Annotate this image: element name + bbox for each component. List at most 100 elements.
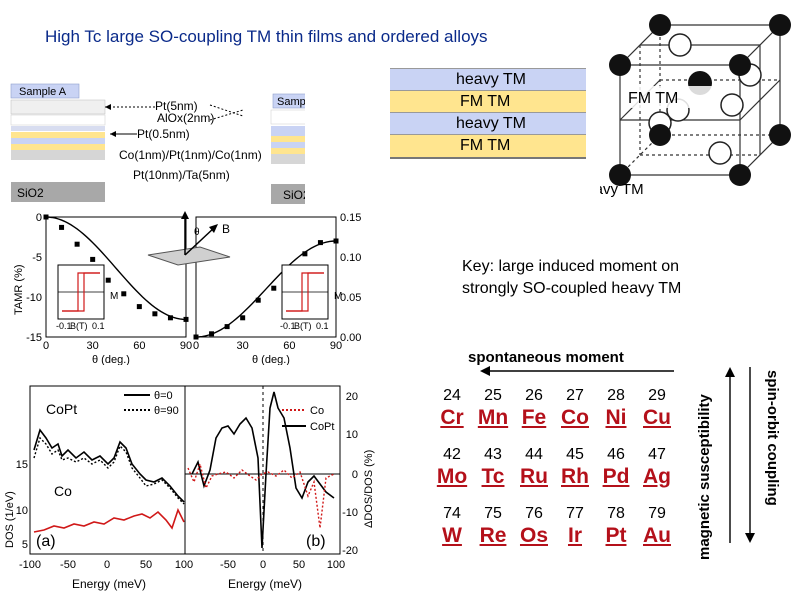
dos-xtick: 0 <box>104 559 110 571</box>
element-symbol: Fe <box>521 406 547 429</box>
element-cell: 43 Tc <box>473 446 513 490</box>
sio2-substrate-b <box>271 184 305 204</box>
inset-xtick: -0.1 <box>56 321 72 331</box>
atomic-number: 24 <box>443 387 461 404</box>
element-symbol: Ni <box>605 406 627 429</box>
sio2-label-a: SiO2 <box>17 186 44 200</box>
dos-rytick: -10 <box>342 507 358 519</box>
slide-title: High Tc large SO-coupling TM thin films … <box>45 27 488 46</box>
sample-schematic: Sample A SiO2 Sample B SiO2 Pt(5nm) AlOx… <box>10 83 305 204</box>
dos-xlabel-left: Energy (meV) <box>72 577 146 591</box>
element-symbol: Pt <box>605 524 627 547</box>
atomic-number: 47 <box>648 446 666 463</box>
tamr-xtick: 90 <box>330 340 342 352</box>
element-symbol: Pd <box>602 465 630 488</box>
dos-xtick: -100 <box>19 559 41 571</box>
tamr-frame <box>195 216 337 338</box>
dos-ytick-15: 15 <box>16 459 28 471</box>
atomic-number: 27 <box>566 387 584 404</box>
stack-row-3: heavy TM <box>390 112 586 135</box>
stack-row-4: FM TM <box>390 134 586 159</box>
tamr-xtick: 60 <box>283 340 295 352</box>
element-symbol: Os <box>519 524 548 547</box>
dos-rytick: 10 <box>346 429 358 441</box>
sio2-substrate-a <box>11 182 105 202</box>
element-cell: 29 Cu <box>637 387 677 431</box>
atomic-number: 29 <box>648 387 666 404</box>
dos-xtick: 50 <box>140 559 152 571</box>
element-cell: 78 Pt <box>596 505 636 549</box>
dos-ylabel: DOS (1/eV) <box>4 491 16 548</box>
copt-stack-label: Co(1nm)/Pt(1nm)/Co(1nm) <box>119 148 262 162</box>
tamr-xtick: 90 <box>180 340 192 352</box>
hysteresis-loop <box>286 272 324 312</box>
tamr-data-point <box>209 331 215 337</box>
copt-label: CoPt <box>46 401 77 417</box>
atomic-number: 42 <box>443 446 461 463</box>
element-symbol: Mo <box>436 465 468 488</box>
tamr-xtick: 30 <box>237 340 249 352</box>
key-line-2: strongly SO-coupled heavy TM <box>462 280 682 297</box>
tamr-data-point <box>105 277 111 283</box>
tamr-data-point <box>333 238 339 244</box>
tamr-ytick: 0.15 <box>340 212 361 224</box>
element-cell: 46 Pd <box>596 446 636 490</box>
sample-a-header <box>10 83 80 99</box>
tamr-xlabel-left: θ (deg.) <box>92 354 130 365</box>
sio2-label-b: SiO2 <box>283 188 305 202</box>
pt-ta-label: Pt(10nm)/Ta(5nm) <box>133 168 230 182</box>
element-symbol: Ir <box>567 524 582 547</box>
ddos-ylabel: ΔDOS/DOS (%) <box>363 450 375 528</box>
dos-chart: 15 10 5 DOS (1/eV) -100 -50 0 50 100 -50… <box>4 385 375 591</box>
element-cell: 28 Ni <box>596 387 636 431</box>
alox-label: AlOx(2nm) <box>157 111 214 125</box>
legend-theta0: θ=0 <box>154 390 173 402</box>
dos-rytick: 20 <box>346 391 358 403</box>
atomic-number: 28 <box>607 387 625 404</box>
tamr-xtick: 60 <box>133 340 145 352</box>
stack-row-1: heavy TM <box>390 68 586 91</box>
tamr-data-point <box>271 285 277 291</box>
device-schematic: B θ <box>147 211 231 266</box>
spontaneous-moment-arrow <box>480 366 674 376</box>
element-symbol: Au <box>643 524 671 547</box>
element-cell: 25 Mn <box>473 387 513 431</box>
tamr-data-point <box>224 324 230 330</box>
atomic-number: 26 <box>525 387 543 404</box>
inset-xtick: 0.1 <box>92 321 105 331</box>
element-symbol: Ru <box>520 465 548 488</box>
tamr-xtick: 0 <box>193 340 199 352</box>
atomic-number: 77 <box>566 505 584 522</box>
atomic-number: 43 <box>484 446 502 463</box>
tamr-right-panel: 0 30 60 90 0.15 0.10 0.05 0.00 M -0.1B(T) 0.1 <box>193 212 361 352</box>
tamr-data-point <box>90 256 96 262</box>
element-cell: 79 Au <box>637 505 677 549</box>
legend-co: Co <box>310 405 324 417</box>
tamr-ytick: 0.10 <box>340 252 361 264</box>
tamr-fit-curve <box>45 216 187 321</box>
dos-xtick: -50 <box>60 559 76 571</box>
element-cell: 74 W <box>432 505 472 549</box>
tamr-ytick: 0 <box>36 212 42 224</box>
atomic-number: 46 <box>607 446 625 463</box>
tamr-ytick: -15 <box>26 332 42 344</box>
heavy-tm-lattice-label: heavy TM <box>600 181 644 198</box>
hysteresis-loop <box>62 272 100 312</box>
element-symbol: Mn <box>477 406 509 429</box>
tamr-ytick: -10 <box>26 292 42 304</box>
spin-orbit-arrow <box>745 367 755 543</box>
lattice-diagram: FM TM heavy TM <box>600 14 791 198</box>
tamr-data-point <box>255 297 261 303</box>
tamr-data-point <box>193 334 199 340</box>
element-symbol: Ag <box>643 465 671 488</box>
legend-copt: CoPt <box>310 421 334 433</box>
tamr-data-point <box>121 291 127 297</box>
theta-label: θ <box>194 227 200 238</box>
element-cell: 76 Os <box>514 505 554 549</box>
dos-xlabel-right: Energy (meV) <box>228 577 302 591</box>
tamr-xtick: 30 <box>87 340 99 352</box>
tamr-data-point <box>74 241 80 247</box>
spontaneous-moment-label: spontaneous moment <box>468 349 624 366</box>
element-symbol: Tc <box>481 465 505 488</box>
copt-theta0-curve <box>33 428 185 503</box>
